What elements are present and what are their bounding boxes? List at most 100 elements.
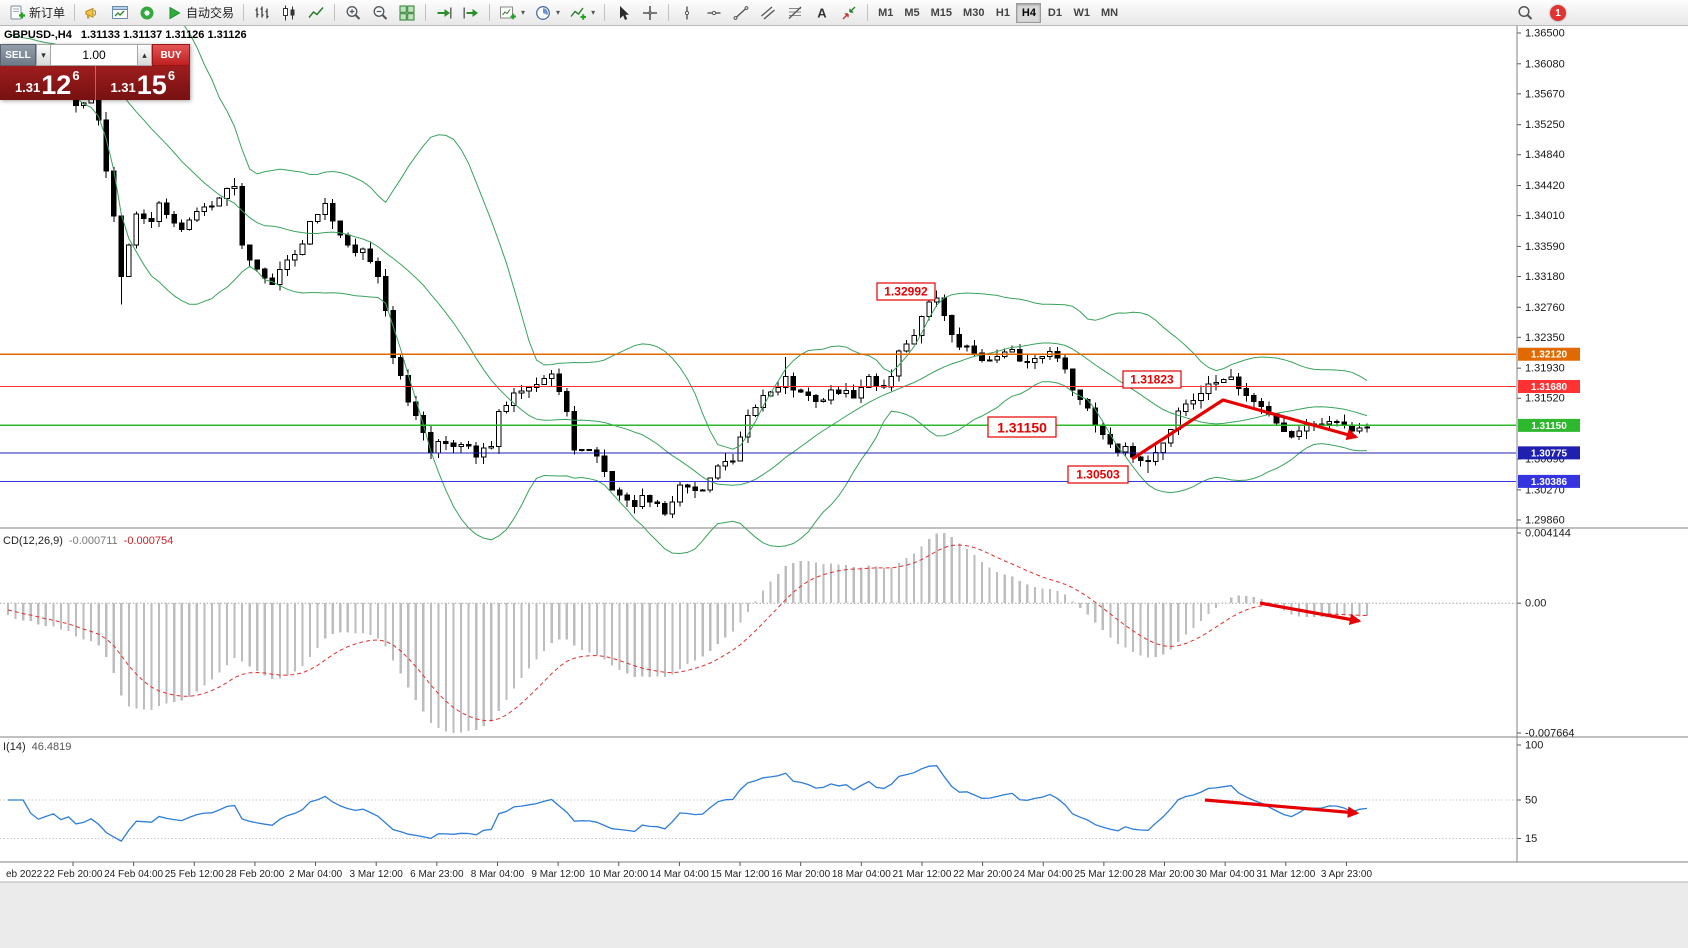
trend-arrow-main[interactable]	[1131, 398, 1359, 461]
bar-chart-button[interactable]	[249, 2, 275, 24]
new-order-button[interactable]: 新订单	[4, 2, 69, 24]
profiles-button[interactable]: ▾	[530, 2, 564, 24]
sell-price-sup: 6	[72, 68, 80, 83]
hline-icon	[707, 10, 721, 15]
notification-badge[interactable]: 1	[1550, 5, 1566, 21]
buy-price-sup: 6	[167, 68, 176, 83]
arrows-tool-button[interactable]	[836, 2, 862, 24]
svg-text:22 Mar 20:00: 22 Mar 20:00	[953, 869, 1012, 880]
toolbar-separator	[425, 4, 427, 21]
market-watch-button[interactable]	[107, 2, 133, 24]
buy-button[interactable]: BUY	[152, 44, 190, 66]
sell-price-prefix: 1.31	[14, 80, 41, 95]
svg-text:A: A	[817, 5, 827, 20]
toolbar-separator	[334, 4, 336, 21]
volume-decrease-button[interactable]: ▾	[36, 44, 51, 66]
new-chart-button[interactable]: ▾	[495, 2, 529, 24]
one-click-trading-panel: SELL ▾ ▴ BUY 1.31 12 6 1.31 15 6	[0, 44, 190, 100]
svg-text:100: 100	[1525, 740, 1543, 752]
macd-label: CD(12,26,9) -0.000711 -0.000754	[3, 535, 173, 547]
timeframe-h1-button[interactable]: H1	[990, 3, 1015, 23]
svg-text:1.31823: 1.31823	[1130, 373, 1174, 387]
timeframe-w1-button[interactable]: W1	[1068, 3, 1095, 23]
svg-text:28 Mar 20:00: 28 Mar 20:00	[1135, 869, 1194, 880]
community-button[interactable]	[134, 2, 160, 24]
price-callout[interactable]: 1.32992	[876, 282, 936, 301]
price-axis: 1.36500 1.36080 1.35670 1.35250 1.34840 1.344…	[1517, 28, 1565, 526]
text-label-button[interactable]: A	[809, 2, 835, 24]
zoom-in-button[interactable]	[340, 2, 366, 24]
fibonacci-button[interactable]	[782, 2, 808, 24]
trendline-button[interactable]	[728, 2, 754, 24]
vertical-line-button[interactable]	[674, 2, 700, 24]
autotrading-button[interactable]: 自动交易	[161, 2, 238, 24]
timeframe-d1-button[interactable]: D1	[1042, 3, 1067, 23]
price-tag: 1.31150	[1518, 418, 1580, 432]
crosshair-button[interactable]	[637, 2, 663, 24]
sell-price-display[interactable]: 1.31 12 6	[0, 66, 96, 100]
svg-text:24 Mar 04:00: 24 Mar 04:00	[1014, 869, 1073, 880]
trade-panel-controls: SELL ▾ ▴ BUY	[0, 44, 190, 66]
auto-scroll-button[interactable]	[431, 2, 457, 24]
price-callout[interactable]: 1.31823	[1122, 370, 1182, 389]
toolbar-separator	[668, 4, 670, 21]
dropdown-caret-icon: ▾	[591, 8, 596, 17]
indicators-button[interactable]: ▾	[565, 2, 599, 24]
tile-windows-button[interactable]	[394, 2, 420, 24]
vline-icon	[684, 6, 690, 19]
megaphone-icon	[85, 7, 97, 18]
equidistant-channel-button[interactable]	[755, 2, 781, 24]
price-callout[interactable]: 1.31150	[987, 416, 1057, 438]
svg-text:2 Mar 04:00: 2 Mar 04:00	[289, 869, 343, 880]
svg-text:3 Apr 23:00: 3 Apr 23:00	[1321, 869, 1373, 880]
svg-text:50: 50	[1525, 795, 1537, 807]
toolbar-separator	[604, 4, 606, 21]
svg-text:6 Mar 23:00: 6 Mar 23:00	[410, 869, 464, 880]
toolbar-separator	[867, 4, 869, 21]
svg-text:1.32120: 1.32120	[1531, 350, 1568, 361]
timeframe-m30-button[interactable]: M30	[958, 3, 989, 23]
svg-text:1.29860: 1.29860	[1525, 514, 1565, 526]
cursor-button[interactable]	[610, 2, 636, 24]
svg-text:1.36500: 1.36500	[1525, 28, 1565, 40]
price-tag: 1.31680	[1518, 379, 1580, 393]
zoom-out-button[interactable]	[367, 2, 393, 24]
trend-arrow-macd[interactable]	[1259, 601, 1362, 626]
chart-window-icon	[112, 5, 129, 19]
svg-text:1.31680: 1.31680	[1531, 382, 1568, 393]
buy-price-prefix: 1.31	[110, 80, 136, 95]
volume-input[interactable]	[51, 44, 137, 66]
svg-text:1.36080: 1.36080	[1525, 58, 1565, 70]
svg-text:1.33180: 1.33180	[1525, 271, 1565, 283]
buy-price-display[interactable]: 1.31 15 6	[96, 66, 191, 100]
candle-chart-button[interactable]	[276, 2, 302, 24]
rsi-label: I(14) 46.4819	[3, 741, 71, 753]
trend-arrow-rsi[interactable]	[1204, 798, 1360, 818]
zoom-in-icon	[346, 5, 361, 20]
svg-text:1.31930: 1.31930	[1525, 363, 1565, 375]
svg-text:18 Mar 04:00: 18 Mar 04:00	[832, 869, 891, 880]
timeframe-m1-button[interactable]: M1	[873, 3, 898, 23]
svg-text:28 Feb 20:00: 28 Feb 20:00	[225, 869, 284, 880]
toolbar-separator	[243, 4, 245, 21]
timeframe-m5-button[interactable]: M5	[899, 3, 924, 23]
buy-price-big: 15	[136, 70, 167, 101]
horizontal-line-button[interactable]	[701, 2, 727, 24]
alerts-button[interactable]	[80, 2, 106, 24]
svg-text:1.31150: 1.31150	[997, 420, 1047, 436]
timeframe-m15-button[interactable]: M15	[926, 3, 957, 23]
svg-text:16 Mar 20:00: 16 Mar 20:00	[771, 869, 830, 880]
line-chart-button[interactable]	[303, 2, 329, 24]
timeframe-h4-button[interactable]: H4	[1016, 2, 1042, 23]
sell-button[interactable]: SELL	[0, 44, 36, 66]
tile-icon	[399, 5, 415, 20]
indicators-icon	[570, 7, 587, 20]
green-circle-icon	[140, 6, 154, 19]
timeframe-mn-button[interactable]: MN	[1096, 3, 1123, 23]
search-button[interactable]	[1512, 2, 1538, 24]
chart-shift-button[interactable]	[458, 2, 484, 24]
price-callout[interactable]: 1.30503	[1067, 465, 1129, 484]
svg-text:0.00: 0.00	[1525, 598, 1546, 610]
volume-increase-button[interactable]: ▴	[137, 44, 152, 66]
